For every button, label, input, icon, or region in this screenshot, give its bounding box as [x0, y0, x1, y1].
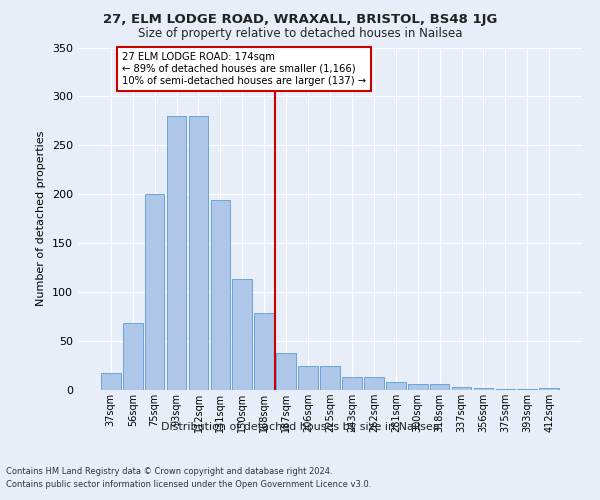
Text: Distribution of detached houses by size in Nailsea: Distribution of detached houses by size …	[161, 422, 439, 432]
Text: 27, ELM LODGE ROAD, WRAXALL, BRISTOL, BS48 1JG: 27, ELM LODGE ROAD, WRAXALL, BRISTOL, BS…	[103, 12, 497, 26]
Bar	[101, 374, 121, 390]
Bar	[276, 353, 296, 390]
Text: Contains HM Land Registry data © Crown copyright and database right 2024.: Contains HM Land Registry data © Crown c…	[6, 468, 332, 476]
Bar	[517, 389, 537, 390]
Bar	[232, 280, 252, 390]
Bar	[342, 378, 362, 390]
Bar	[364, 378, 384, 390]
Bar	[386, 382, 406, 390]
Bar	[539, 388, 559, 390]
Bar	[123, 324, 143, 390]
Bar	[320, 366, 340, 390]
Bar	[496, 389, 515, 390]
Bar	[145, 194, 164, 390]
Y-axis label: Number of detached properties: Number of detached properties	[37, 131, 46, 306]
Bar	[298, 366, 318, 390]
Bar	[254, 312, 274, 390]
Bar	[452, 387, 472, 390]
Bar	[211, 200, 230, 390]
Bar	[430, 384, 449, 390]
Bar	[188, 116, 208, 390]
Bar	[408, 384, 428, 390]
Bar	[167, 116, 187, 390]
Text: Contains public sector information licensed under the Open Government Licence v3: Contains public sector information licen…	[6, 480, 371, 489]
Text: Size of property relative to detached houses in Nailsea: Size of property relative to detached ho…	[138, 28, 462, 40]
Text: 27 ELM LODGE ROAD: 174sqm
← 89% of detached houses are smaller (1,166)
10% of se: 27 ELM LODGE ROAD: 174sqm ← 89% of detac…	[122, 52, 366, 86]
Bar	[473, 388, 493, 390]
